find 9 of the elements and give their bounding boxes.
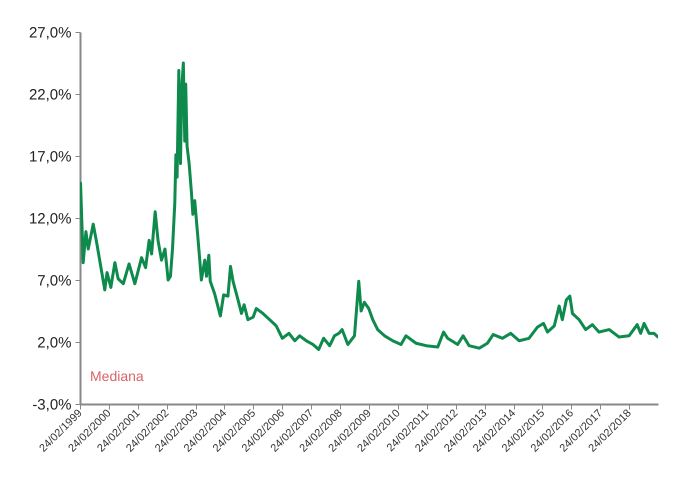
line-series xyxy=(80,62,658,351)
y-tick-label: -3,0% xyxy=(32,396,72,414)
y-tick-label: 22,0% xyxy=(28,86,72,104)
y-tick-label: 12,0% xyxy=(28,210,72,228)
y-tick-label: 27,0% xyxy=(28,24,72,42)
y-tick-label: 17,0% xyxy=(28,148,72,166)
text: Mediana xyxy=(90,368,144,384)
y-tick-label: 2,0% xyxy=(37,334,72,352)
y-tick-label: 7,0% xyxy=(37,272,72,290)
